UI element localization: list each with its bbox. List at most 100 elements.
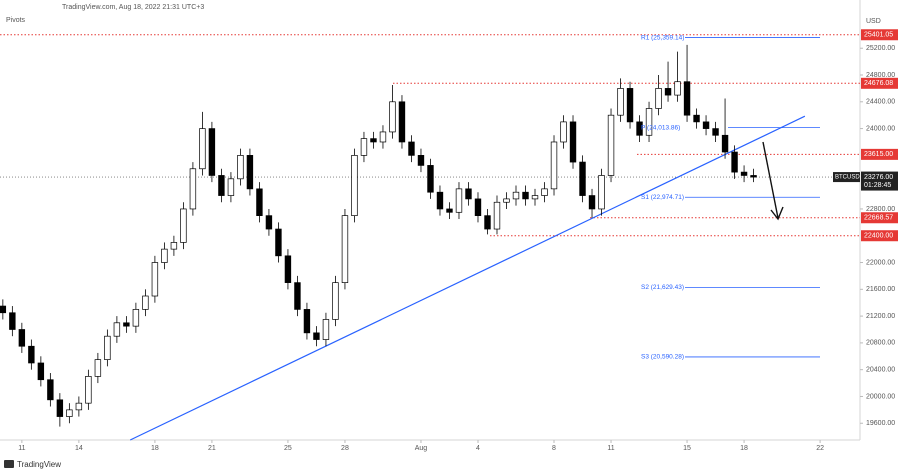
y-tick-label: 21200.00	[866, 313, 895, 320]
candle-body	[655, 88, 662, 109]
level-label: 22668.57	[864, 215, 893, 222]
x-tick-label: 28	[341, 445, 349, 452]
plot-area	[0, 34, 860, 441]
candle-body	[626, 88, 634, 123]
header-source: TradingView.com, Aug 18, 2022 21:31 UTC+…	[62, 4, 204, 11]
candle-body	[683, 81, 691, 116]
candle-body	[351, 155, 358, 216]
level-label: 24676.08	[864, 80, 893, 87]
x-tick-label: 18	[151, 445, 159, 452]
candle-body	[740, 171, 748, 176]
candle-body	[427, 165, 434, 193]
candle-body	[436, 191, 444, 210]
last-price-label: 23276.00	[864, 174, 893, 181]
y-tick-label: 20000.00	[866, 393, 895, 400]
candle-body	[484, 215, 491, 230]
candle-body	[246, 155, 254, 190]
candle-body	[28, 345, 35, 364]
candle-body	[598, 175, 605, 210]
x-tick-label: 25	[284, 445, 292, 452]
candle-body	[607, 114, 615, 176]
pivot-label: S3 (20,590.28)	[641, 354, 684, 361]
x-tick-label: 8	[552, 445, 556, 452]
level-label: 22400.00	[864, 233, 893, 240]
candle-body	[541, 188, 548, 196]
candle-body	[645, 108, 653, 136]
candle-body	[56, 399, 64, 417]
pivot-label: R1 (25,359.14)	[641, 34, 684, 41]
candle-body	[579, 161, 586, 196]
y-tick-label: 24000.00	[866, 125, 895, 132]
candle-body	[75, 402, 83, 411]
candle-body	[332, 282, 339, 320]
candle-body	[360, 138, 368, 156]
candle-body	[569, 121, 577, 163]
candle-body	[123, 322, 130, 327]
candle-body	[303, 309, 311, 334]
countdown-label: 01:28:45	[864, 182, 891, 189]
candle-body	[37, 362, 45, 381]
candle-body	[417, 155, 425, 166]
candle-body	[208, 128, 216, 176]
candle-body	[636, 121, 643, 136]
pivot-label: S1 (22,974.71)	[641, 194, 684, 201]
candle-body	[693, 114, 700, 123]
candle-body	[284, 255, 292, 283]
candle-body	[218, 175, 225, 196]
candle-body	[0, 305, 7, 314]
candle-body	[151, 262, 159, 297]
candle-body	[132, 309, 140, 327]
level-label: 25401.05	[864, 32, 893, 39]
x-tick-label: 22	[816, 445, 824, 452]
x-tick-label: 21	[208, 445, 216, 452]
candle-body	[712, 128, 719, 136]
candle-body	[588, 195, 596, 210]
candle-body	[731, 151, 738, 173]
y-tick-label: 20800.00	[866, 340, 895, 347]
candle-body	[379, 131, 387, 143]
candle-body	[493, 201, 501, 230]
candle-body	[617, 88, 624, 116]
indicator-name: Pivots	[6, 17, 26, 24]
level-label-box	[861, 29, 898, 41]
candle-body	[702, 121, 710, 129]
y-tick-label: 19600.00	[866, 420, 895, 427]
x-tick-label: 18	[740, 445, 748, 452]
candle-body	[522, 191, 529, 200]
candle-body	[408, 141, 415, 156]
candle-body	[256, 188, 263, 216]
y-tick-label: 24800.00	[866, 72, 895, 79]
candle-body	[189, 168, 197, 210]
y-tick-label: 20400.00	[866, 367, 895, 374]
candle-body	[113, 322, 121, 337]
candle-body	[47, 379, 54, 401]
candle-body	[199, 128, 206, 170]
logo-icon	[4, 460, 14, 468]
candle-body	[370, 138, 377, 143]
candle-body	[455, 188, 463, 213]
candle-body	[275, 228, 282, 257]
candle-body	[674, 81, 681, 96]
y-tick-label: 24400.00	[866, 99, 895, 106]
candle-body	[550, 141, 558, 190]
candle-body	[313, 332, 320, 340]
candle-body	[560, 121, 567, 143]
candle-body	[503, 198, 510, 203]
candle-body	[721, 134, 729, 153]
candle-body	[322, 319, 330, 340]
arrow-head	[770, 206, 784, 221]
candle-body	[389, 101, 396, 133]
level-label-box	[861, 148, 898, 160]
trendline	[129, 115, 806, 441]
candle-body	[531, 195, 539, 200]
y-tick-label: 25200.00	[866, 45, 895, 52]
level-label-box	[861, 230, 898, 242]
symbol-label: BTCUSD	[835, 175, 860, 181]
candle-body	[265, 215, 273, 230]
candle-body	[9, 312, 16, 330]
candle-body	[142, 295, 149, 310]
x-tick-label: Aug	[415, 445, 428, 452]
x-tick-label: 15	[683, 445, 691, 452]
footer-logo: TradingView	[17, 460, 61, 469]
